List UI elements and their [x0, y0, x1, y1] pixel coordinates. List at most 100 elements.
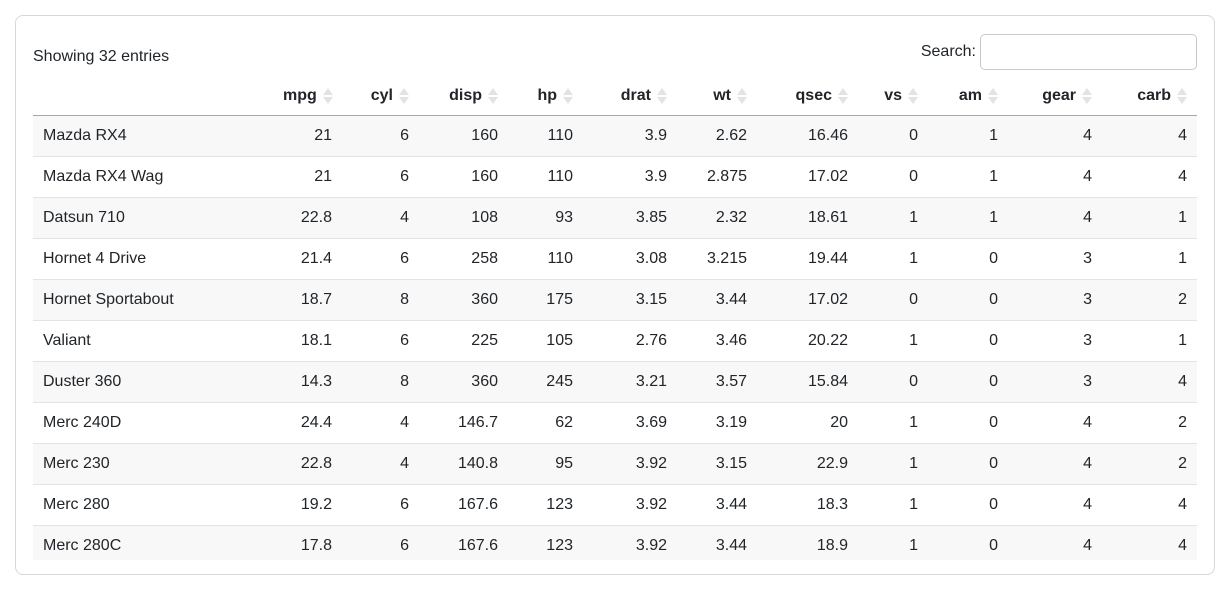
column-header-carb[interactable]: carb: [1102, 78, 1197, 116]
column-header-drat[interactable]: drat: [583, 78, 677, 116]
sort-both-icon: [737, 88, 747, 104]
cell-carb: 4: [1102, 361, 1197, 403]
cell-hp: 245: [508, 361, 583, 403]
cell-mpg: 21: [273, 115, 342, 157]
cell-wt: 3.44: [677, 525, 757, 560]
cell-wt: 3.15: [677, 443, 757, 485]
column-label: disp: [449, 87, 482, 105]
cell-vs: 0: [858, 115, 928, 157]
column-header-name: [33, 78, 273, 116]
cell-cyl: 6: [342, 484, 419, 526]
search-label: Search:: [920, 43, 976, 60]
cell-carb: 2: [1102, 402, 1197, 444]
cell-hp: 123: [508, 525, 583, 560]
cell-disp: 108: [419, 197, 508, 239]
cell-am: 1: [928, 156, 1008, 198]
cell-wt: 2.62: [677, 115, 757, 157]
row-name-cell: Merc 230: [33, 443, 273, 485]
search-input[interactable]: [980, 34, 1197, 70]
cell-carb: 4: [1102, 115, 1197, 157]
table-row: Valiant 18.1 6 225 105 2.76 3.46 20.22 1 0 3 1: [33, 320, 1197, 362]
cell-cyl: 4: [342, 443, 419, 485]
cell-cyl: 6: [342, 525, 419, 560]
cell-vs: 1: [858, 197, 928, 239]
cell-carb: 1: [1102, 238, 1197, 280]
cell-hp: 175: [508, 279, 583, 321]
cell-gear: 4: [1008, 484, 1102, 526]
cell-hp: 95: [508, 443, 583, 485]
column-label: carb: [1137, 87, 1171, 105]
row-name-cell: Valiant: [33, 320, 273, 362]
column-label: vs: [884, 87, 902, 105]
column-header-gear[interactable]: gear: [1008, 78, 1102, 116]
cell-wt: 3.46: [677, 320, 757, 362]
table-header: mpg cyl disp hp drat wt qsec vs am gear …: [33, 78, 1197, 116]
cell-vs: 1: [858, 525, 928, 560]
column-header-qsec[interactable]: qsec: [757, 78, 858, 116]
cell-carb: 1: [1102, 197, 1197, 239]
sort-both-icon: [988, 88, 998, 104]
column-label: gear: [1042, 87, 1076, 105]
cell-gear: 4: [1008, 443, 1102, 485]
cell-gear: 4: [1008, 115, 1102, 157]
cell-qsec: 18.9: [757, 525, 858, 560]
cell-disp: 160: [419, 156, 508, 198]
column-header-hp[interactable]: hp: [508, 78, 583, 116]
cell-gear: 3: [1008, 320, 1102, 362]
row-name-cell: Merc 280: [33, 484, 273, 526]
cell-hp: 110: [508, 238, 583, 280]
cell-drat: 3.08: [583, 238, 677, 280]
sort-both-icon: [1082, 88, 1092, 104]
column-label: am: [958, 87, 982, 105]
column-header-cyl[interactable]: cyl: [342, 78, 419, 116]
cell-am: 0: [928, 238, 1008, 280]
cell-vs: 0: [858, 279, 928, 321]
cell-am: 1: [928, 197, 1008, 239]
cell-mpg: 22.8: [273, 443, 342, 485]
cell-carb: 4: [1102, 525, 1197, 560]
cell-drat: 3.92: [583, 443, 677, 485]
column-header-disp[interactable]: disp: [419, 78, 508, 116]
cell-wt: 2.875: [677, 156, 757, 198]
cell-gear: 3: [1008, 279, 1102, 321]
column-label: cyl: [370, 87, 393, 105]
column-label: mpg: [283, 87, 317, 105]
column-header-wt[interactable]: wt: [677, 78, 757, 116]
entries-info: Showing 32 entries: [33, 48, 170, 65]
row-name-cell: Mazda RX4 Wag: [33, 156, 273, 198]
cell-drat: 3.15: [583, 279, 677, 321]
cell-gear: 4: [1008, 402, 1102, 444]
cell-disp: 160: [419, 115, 508, 157]
cell-qsec: 16.46: [757, 115, 858, 157]
column-header-mpg[interactable]: mpg: [273, 78, 342, 116]
cell-disp: 146.7: [419, 402, 508, 444]
table-row: Duster 360 14.3 8 360 245 3.21 3.57 15.84 0 0 3 4: [33, 361, 1197, 403]
cell-hp: 62: [508, 402, 583, 444]
cell-carb: 2: [1102, 279, 1197, 321]
cell-wt: 3.57: [677, 361, 757, 403]
column-header-am[interactable]: am: [928, 78, 1008, 116]
cell-vs: 1: [858, 238, 928, 280]
cell-disp: 167.6: [419, 525, 508, 560]
cell-cyl: 6: [342, 238, 419, 280]
cell-hp: 105: [508, 320, 583, 362]
cell-drat: 3.92: [583, 525, 677, 560]
cell-hp: 110: [508, 115, 583, 157]
cell-vs: 1: [858, 484, 928, 526]
cell-wt: 3.44: [677, 484, 757, 526]
cell-cyl: 8: [342, 279, 419, 321]
column-header-vs[interactable]: vs: [858, 78, 928, 116]
cell-cyl: 6: [342, 115, 419, 157]
cell-wt: 3.215: [677, 238, 757, 280]
table-scroll-area[interactable]: mpg cyl disp hp drat wt qsec vs am gear …: [33, 78, 1197, 560]
cell-drat: 3.69: [583, 402, 677, 444]
cell-drat: 3.9: [583, 115, 677, 157]
row-name-cell: Duster 360: [33, 361, 273, 403]
cell-wt: 3.19: [677, 402, 757, 444]
column-label: qsec: [795, 87, 832, 105]
table-row: Merc 230 22.8 4 140.8 95 3.92 3.15 22.9 1 0 4 2: [33, 443, 1197, 485]
cell-cyl: 6: [342, 320, 419, 362]
table-row: Merc 240D 24.4 4 146.7 62 3.69 3.19 20 1 0 4 2: [33, 402, 1197, 444]
cell-drat: 3.92: [583, 484, 677, 526]
cell-am: 0: [928, 443, 1008, 485]
